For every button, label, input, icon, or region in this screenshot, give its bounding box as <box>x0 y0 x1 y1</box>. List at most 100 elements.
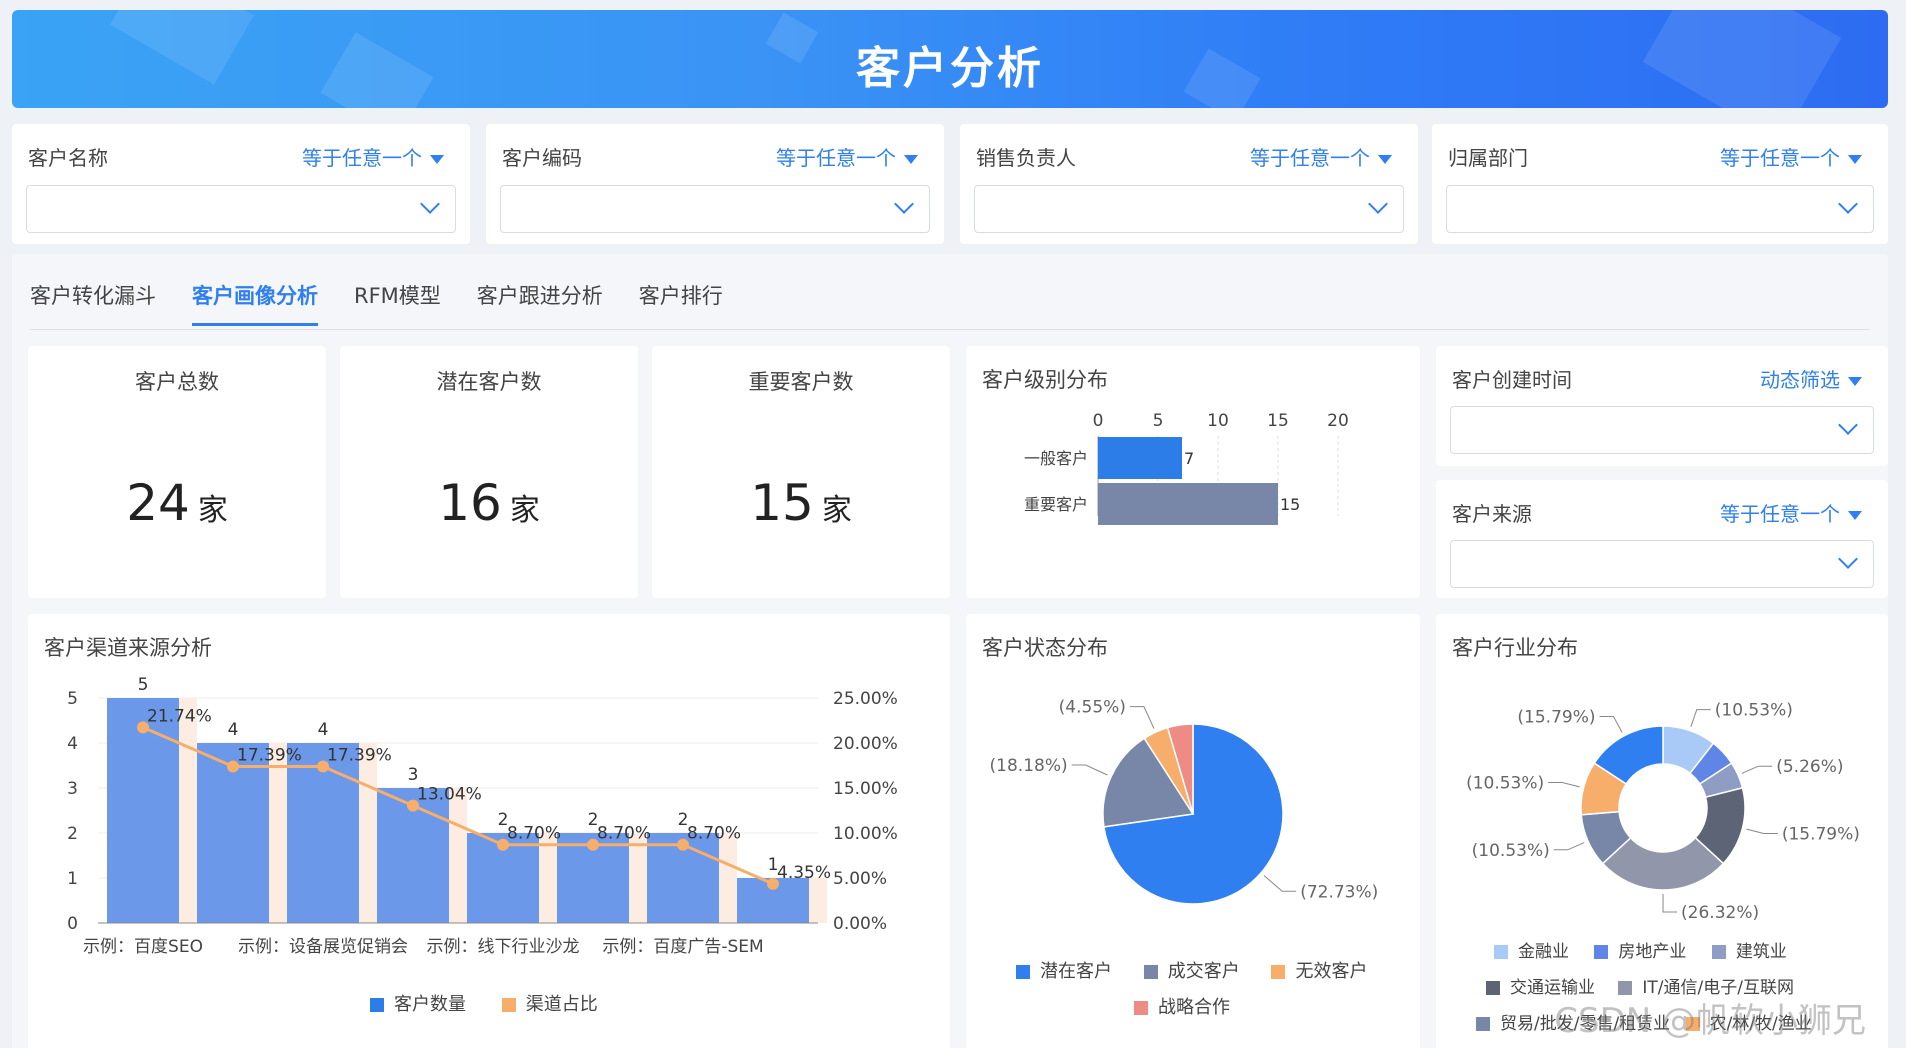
chart-title: 客户级别分布 <box>982 368 1108 392</box>
line-data-label: 4.35% <box>777 863 831 883</box>
data-label: 2 <box>678 810 689 830</box>
tab-rfm-model[interactable]: RFM模型 <box>354 284 441 308</box>
y-tick-label: 1 <box>67 869 78 889</box>
chevron-down-icon <box>1368 194 1388 214</box>
chevron-down-icon <box>1838 415 1858 435</box>
tab-ranking[interactable]: 客户排行 <box>638 284 723 308</box>
y2-tick-label: 20.00% <box>833 734 898 754</box>
legend-item[interactable]: 渠道占比 <box>501 994 598 1015</box>
slice-label: (10.53%) <box>1466 773 1544 793</box>
customer-name-select[interactable] <box>26 185 456 233</box>
label-leader <box>1690 709 1711 727</box>
legend-item[interactable]: IT/通信/电子/互联网 <box>1618 978 1794 998</box>
y-tick-label: 2 <box>67 824 78 844</box>
y2-tick-label: 10.00% <box>833 824 898 844</box>
kpi-important-customers: 重要客户数 15 家 <box>652 346 950 598</box>
legend-item[interactable]: 金融业 <box>1494 942 1569 962</box>
filter-mode-dropdown[interactable]: 等于任意一个 <box>1720 142 1862 171</box>
filter-customer-source: 客户来源 等于任意一个 <box>1436 480 1888 598</box>
filter-mode-dropdown[interactable]: 等于任意一个 <box>1720 498 1862 527</box>
bar <box>287 743 359 923</box>
chevron-down-icon <box>894 194 914 214</box>
slice-label: (5.26%) <box>1776 757 1843 777</box>
customer-code-select[interactable] <box>500 185 930 233</box>
x-tick-label: 10 <box>1207 411 1229 431</box>
x-tick-label: 示例：线下行业沙龙 <box>427 937 580 957</box>
channel-legend: 客户数量 渠道占比 <box>370 990 598 1016</box>
kpi-total-customers: 客户总数 24 家 <box>28 346 326 598</box>
legend-item[interactable]: 无效客户 <box>1271 961 1367 982</box>
x-tick-label: 5 <box>1153 411 1164 431</box>
industry-chart-card: 客户行业分布 (10.53%) (5.26%) (15.79%) (26.32%) (1… <box>1436 614 1888 1048</box>
industry-legend: 金融业 房地产业 建筑业 交通运输业 IT/通信/电子/互联网 贸易/批发/零售… <box>1476 934 1812 1042</box>
legend-item[interactable]: 战略合作 <box>1134 997 1230 1018</box>
caret-down-icon <box>430 155 444 164</box>
line-data-label: 13.04% <box>417 785 482 805</box>
channel-combo-chart: 0 0.00%1 5.00%2 10.00%3 15.00%4 20.00%5 25.00%… <box>67 675 898 957</box>
line-data-label: 17.39% <box>327 745 392 765</box>
department-select[interactable] <box>1446 185 1874 233</box>
legend-item[interactable]: 客户数量 <box>370 994 466 1015</box>
filter-mode-dropdown[interactable]: 等于任意一个 <box>1250 142 1392 171</box>
filter-mode-dropdown[interactable]: 动态筛选 <box>1760 364 1862 393</box>
y-tick-label: 5 <box>67 689 78 709</box>
label-leader <box>1662 893 1678 913</box>
data-label: 2 <box>588 810 599 830</box>
label-leader <box>1071 764 1108 776</box>
slice-label: (15.79%) <box>1782 824 1860 844</box>
x-tick-label: 示例：百度广告-SEM <box>602 937 763 957</box>
slice-label: (10.53%) <box>1472 841 1550 861</box>
legend-item[interactable]: 贸易/批发/零售/租赁业 <box>1476 1014 1670 1034</box>
data-label: 1 <box>768 855 779 875</box>
kpi-title: 重要客户数 <box>748 370 854 394</box>
tab-conversion-funnel[interactable]: 客户转化漏斗 <box>30 284 156 308</box>
bar-gap <box>809 878 827 923</box>
slice-label: (4.55%) <box>1059 698 1126 718</box>
filter-label: 销售负责人 <box>976 146 1076 170</box>
label-leader <box>1263 875 1297 892</box>
label-leader <box>1599 716 1623 733</box>
slice <box>1593 725 1664 785</box>
data-label: 2 <box>498 810 509 830</box>
x-tick-label: 示例：设备展览促销会 <box>238 937 408 957</box>
slice-label: (18.18%) <box>990 756 1068 776</box>
kpi-title: 客户总数 <box>135 370 219 394</box>
legend-item[interactable]: 建筑业 <box>1711 942 1787 962</box>
chevron-down-icon <box>1838 549 1858 569</box>
y2-tick-label: 25.00% <box>833 689 898 709</box>
kpi-value: 15 家 <box>750 474 852 532</box>
line-point <box>677 838 689 851</box>
y2-tick-label: 0.00% <box>833 914 887 934</box>
tab-divider <box>30 329 1870 330</box>
industry-donut-chart: (10.53%) (5.26%) (15.79%) (26.32%) (10.53%) (… <box>1466 701 1860 923</box>
legend-item[interactable]: 交通运输业 <box>1486 978 1595 998</box>
data-label: 7 <box>1184 449 1194 468</box>
chart-title: 客户渠道来源分析 <box>44 636 212 660</box>
filter-label: 客户来源 <box>1452 502 1532 526</box>
caret-down-icon <box>1378 155 1392 164</box>
filter-label: 归属部门 <box>1448 146 1528 170</box>
label-leader <box>1548 781 1580 788</box>
y-tick-label: 0 <box>67 914 78 934</box>
line-data-label: 8.70% <box>687 824 741 844</box>
sales-owner-select[interactable] <box>974 185 1404 233</box>
tab-customer-profile[interactable]: 客户画像分析 <box>192 280 318 326</box>
header-banner: 客户分析 <box>12 10 1888 108</box>
legend-item[interactable]: 成交客户 <box>1143 961 1240 982</box>
filter-mode-dropdown[interactable]: 等于任意一个 <box>776 142 918 171</box>
legend-item[interactable]: 潜在客户 <box>1016 961 1112 982</box>
created-time-select[interactable] <box>1450 406 1874 454</box>
legend-item[interactable]: 房地产业 <box>1594 942 1686 962</box>
customer-source-select[interactable] <box>1450 540 1874 588</box>
legend-item[interactable]: 农/林/牧/渔业 <box>1685 1014 1812 1034</box>
filter-sales-owner: 销售负责人 等于任意一个 <box>960 124 1418 244</box>
line-point <box>587 838 599 851</box>
tab-follow-up[interactable]: 客户跟进分析 <box>476 284 603 308</box>
level-bar-chart: 0 5 10 15 20 一般客户 7 重要客户 15 <box>1024 411 1349 525</box>
line-data-label: 8.70% <box>507 824 561 844</box>
filter-mode-dropdown[interactable]: 等于任意一个 <box>302 142 444 171</box>
bar-gap <box>179 698 197 923</box>
y2-tick-label: 15.00% <box>833 779 898 799</box>
line-point <box>767 877 779 890</box>
data-label: 5 <box>138 675 149 695</box>
